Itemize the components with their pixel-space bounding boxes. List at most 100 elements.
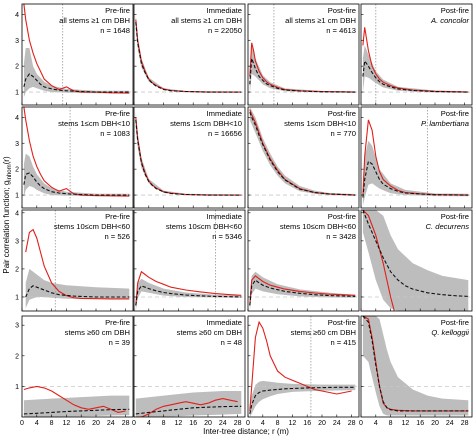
x-axis-label: Inter-tree distance; r (m)	[203, 427, 289, 436]
x-tick-label: 16	[189, 420, 197, 427]
panel-group: stems ≥60 cm DBH	[291, 328, 356, 337]
panel-sample-size: n = 415	[330, 338, 356, 347]
panel-group: C. decurrens	[426, 222, 470, 231]
y-axis-label-sub: inhom	[7, 164, 13, 180]
x-tick-label: 20	[204, 420, 212, 427]
y-axis-label-tail: (r)	[2, 156, 11, 164]
series-expected	[362, 316, 469, 412]
panel-group: A. concolor	[430, 16, 469, 25]
series-expected	[135, 22, 242, 93]
plot-area	[134, 112, 245, 196]
series-observed	[362, 119, 469, 196]
panel-title: Post-fire	[441, 318, 469, 327]
series-expected	[25, 285, 130, 298]
series-expected	[23, 73, 130, 93]
panel-title: Immediate	[207, 109, 242, 118]
series-observed	[25, 228, 130, 300]
plot-area	[248, 271, 359, 311]
envelope-band	[23, 48, 130, 98]
plot-area	[361, 316, 472, 416]
panel-group: all stems ≥1 cm DBH	[171, 16, 242, 25]
envelope-band	[23, 153, 130, 198]
series-observed	[135, 270, 242, 306]
panel-group: stems 10≤cm DBH<60	[166, 222, 242, 231]
envelope-band	[135, 391, 242, 417]
panel-group: stems 1≤cm DBH<10	[170, 119, 242, 128]
y-tick-label: 3	[15, 38, 19, 45]
x-tick-label: 12	[289, 420, 297, 427]
panel-group: stems ≥60 cm DBH	[177, 328, 242, 337]
panel-title: Post-fire	[441, 6, 469, 15]
panel-sample-size: n = 3428	[326, 232, 356, 241]
x-tick-label: 12	[63, 420, 71, 427]
panel-frame	[133, 3, 246, 106]
x-tick-label: 16	[303, 420, 311, 427]
series-observed	[23, 385, 126, 413]
x-tick-label: 0	[132, 420, 136, 427]
panel-title: Pre-fire	[105, 212, 130, 221]
x-tick-label: 12	[175, 420, 183, 427]
series-expected	[135, 405, 242, 415]
series-observed	[23, 4, 130, 94]
x-tick-label: 28	[122, 420, 130, 427]
plot-area	[22, 385, 133, 417]
panel-group: all stems ≥1 cm DBH	[59, 16, 130, 25]
envelope-band	[249, 107, 356, 196]
panel-group: stems 1≤cm DBH<10	[58, 119, 130, 128]
series-expected	[249, 58, 356, 93]
panel-frame	[21, 3, 134, 106]
y-tick-label: 1	[15, 90, 19, 97]
series-expected	[362, 210, 469, 297]
series-expected	[249, 279, 356, 306]
panel-frame	[133, 209, 246, 312]
x-tick-label: 24	[333, 420, 341, 427]
x-tick-label: 0	[20, 420, 24, 427]
y-tick-label: 2	[15, 353, 19, 360]
x-tick-label: 16	[416, 420, 424, 427]
panel-sample-size: n = 1083	[100, 129, 130, 138]
panel-group: stems ≥60 cm DBH	[65, 328, 130, 337]
envelope-band	[249, 45, 356, 95]
panel-group: Q. kelloggii	[431, 328, 469, 337]
panel-group: stems 10≤cm DBH<60	[54, 222, 130, 231]
envelope-band	[362, 45, 469, 93]
series-observed	[249, 275, 356, 306]
series-expected	[362, 59, 469, 93]
y-tick-label: 2	[15, 64, 19, 71]
x-tick-label: 4	[35, 420, 39, 427]
x-tick-label: 24	[107, 420, 115, 427]
panel-title: Pre-fire	[105, 109, 130, 118]
x-tick-label: 20	[92, 420, 100, 427]
y-tick-label: 1	[15, 384, 19, 391]
panel-frame	[247, 106, 360, 209]
x-tick-label: 20	[318, 420, 326, 427]
y-tick-label: 2	[15, 167, 19, 174]
panel-sample-size: n = 5346	[212, 232, 242, 241]
panel-title: Post-fire	[441, 109, 469, 118]
y-tick-label: 3	[15, 323, 19, 330]
x-tick-label: 24	[446, 420, 454, 427]
panel-sample-size: n = 48	[221, 338, 242, 347]
plot-area	[361, 107, 472, 208]
y-tick-label: 4	[15, 115, 19, 122]
plot-area	[361, 4, 472, 105]
panel-sample-size: n = 4613	[326, 26, 356, 35]
plot-area	[22, 4, 133, 105]
panel-title: Immediate	[207, 212, 242, 221]
y-tick-label: 4	[15, 210, 19, 217]
panel-group: all stems ≥1 cm DBH	[285, 16, 356, 25]
envelope-band	[362, 316, 469, 416]
y-tick-label: 2	[15, 266, 19, 273]
y-axis-label-main: Pair correlation function; g	[2, 181, 11, 274]
envelope-band	[362, 210, 469, 311]
panel-title: Pre-fire	[105, 6, 130, 15]
